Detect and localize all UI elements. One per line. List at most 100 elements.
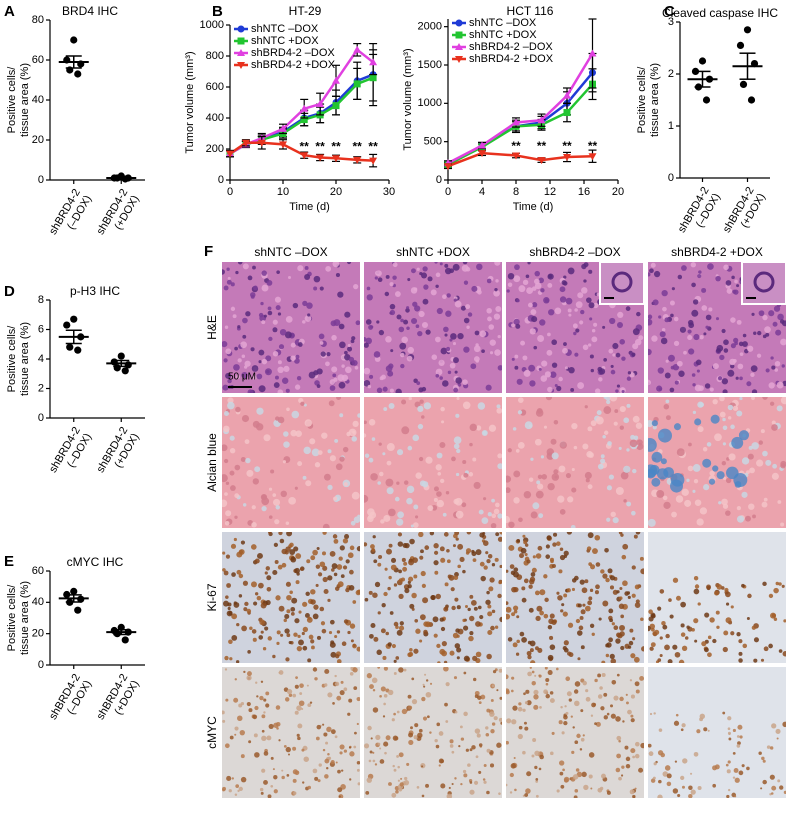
cell (382, 655, 387, 660)
cell (616, 384, 621, 388)
cell (251, 505, 256, 510)
y-tick-label: 8 (38, 294, 44, 306)
cell (742, 643, 748, 649)
cell (290, 556, 297, 563)
cell (420, 763, 426, 769)
cell (586, 546, 592, 551)
cell (661, 289, 668, 297)
cell (525, 689, 530, 694)
cell (687, 334, 693, 341)
cell (290, 355, 296, 361)
cell (609, 585, 615, 590)
y-axis-label: Tumor volume (mm³) (402, 48, 414, 150)
cell (324, 774, 329, 779)
cell (587, 484, 593, 490)
cell (354, 731, 357, 735)
cell (414, 305, 421, 312)
cell (388, 508, 396, 517)
cell (265, 355, 272, 362)
cell (497, 453, 502, 459)
cell (462, 379, 468, 385)
cell (662, 495, 668, 501)
cell (511, 676, 515, 680)
cell (717, 376, 723, 381)
cell (483, 764, 487, 768)
cell (407, 277, 411, 282)
cell (335, 272, 341, 278)
legend-label: shNTC –DOX (469, 17, 537, 29)
cell (782, 721, 786, 728)
cell (324, 758, 330, 764)
cell (276, 727, 279, 730)
cell (467, 312, 473, 317)
cell (227, 378, 232, 384)
cell (544, 667, 548, 670)
cell (623, 465, 631, 473)
cell (241, 371, 248, 379)
marker (588, 153, 597, 161)
cell (498, 717, 502, 722)
cell (316, 368, 323, 375)
cell (445, 682, 450, 687)
y-axis-label-line: tissue area (%) (19, 581, 31, 655)
cell (453, 443, 460, 450)
cell (640, 742, 644, 749)
cell (423, 284, 429, 290)
cell (775, 728, 781, 734)
cell (413, 574, 418, 579)
cell (372, 759, 376, 763)
cell (423, 402, 432, 410)
cell (682, 758, 688, 764)
data-point (739, 80, 748, 88)
cell (658, 779, 662, 784)
cell (253, 733, 258, 738)
cell (292, 302, 299, 309)
cell (401, 426, 410, 435)
cell (480, 694, 486, 700)
cell (671, 287, 675, 291)
marker (478, 141, 486, 149)
cell (693, 333, 700, 341)
cell (378, 554, 383, 559)
cell (648, 420, 654, 428)
marker (369, 157, 378, 165)
cell (277, 360, 282, 365)
cell (374, 270, 380, 276)
marker (512, 118, 520, 126)
marker (537, 116, 546, 124)
cell (449, 744, 454, 748)
cell (648, 379, 651, 386)
cell (350, 639, 354, 643)
cell (379, 747, 382, 750)
cell (237, 262, 243, 265)
cell (364, 743, 370, 749)
cell (250, 292, 256, 298)
cell (477, 402, 486, 410)
cell (648, 318, 653, 326)
cell (419, 480, 426, 487)
cell (316, 546, 320, 551)
cell (438, 359, 445, 367)
cell (603, 406, 612, 414)
cell (427, 276, 433, 282)
cell (506, 487, 511, 494)
micrograph (506, 262, 644, 393)
cell (722, 389, 728, 393)
cell (262, 647, 267, 651)
cell (697, 273, 702, 279)
cell (406, 326, 410, 330)
cell (301, 748, 305, 752)
cell (727, 416, 732, 420)
cell (676, 360, 683, 367)
cell (290, 612, 295, 616)
cell (667, 659, 673, 663)
cell (238, 594, 243, 598)
cell (231, 572, 236, 577)
cell (722, 711, 726, 715)
cell (579, 320, 584, 325)
cell (368, 419, 376, 426)
cell (454, 300, 462, 308)
cell (567, 496, 574, 503)
cell (525, 274, 530, 279)
